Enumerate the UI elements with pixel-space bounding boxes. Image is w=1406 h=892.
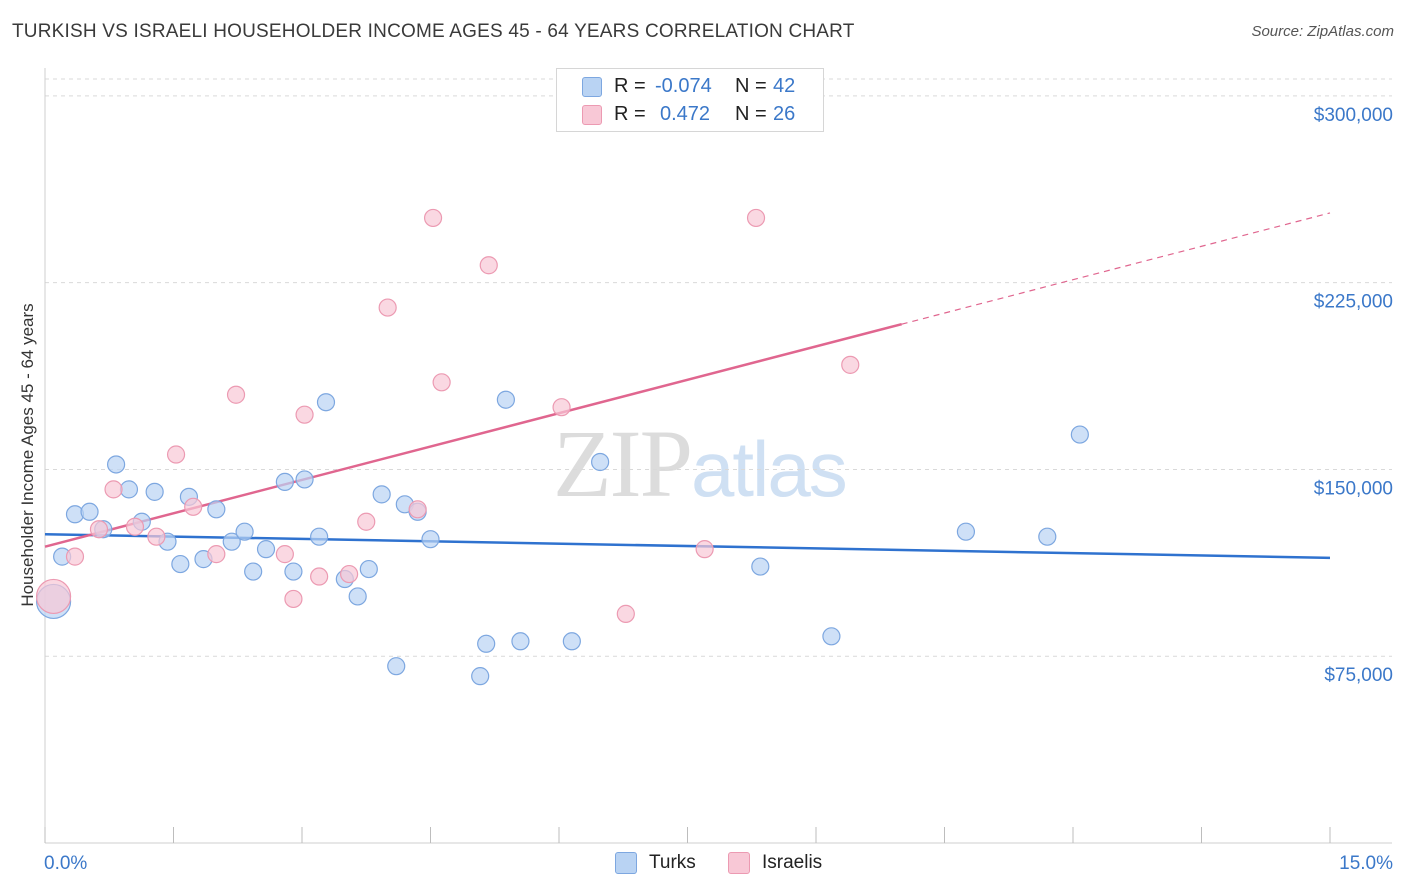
source-credit: Source: ZipAtlas.com: [1251, 23, 1394, 40]
turks-point: [359, 559, 378, 579]
israelis-point: [310, 567, 329, 586]
turks-point: [956, 522, 976, 541]
israelis-point: [207, 545, 226, 564]
turks-point: [256, 540, 276, 559]
israelis-point: [35, 578, 72, 615]
israelis-point: [746, 208, 766, 228]
israelis-point: [479, 256, 498, 275]
turks-point: [295, 470, 314, 489]
israelis-point: [841, 355, 860, 374]
turks-n-value: 42: [773, 74, 796, 97]
turks-point: [1070, 425, 1089, 444]
x-tick-label: 15.0%: [1339, 853, 1393, 874]
turks-point: [145, 482, 164, 501]
turks-point: [244, 562, 263, 581]
israelis-r-label: R =: [614, 102, 646, 125]
israelis-point: [695, 540, 714, 559]
israelis-point: [184, 497, 203, 516]
turks-r-value: -0.074: [655, 74, 712, 97]
israelis-point: [408, 500, 427, 519]
y-tick-label: $225,000: [1314, 292, 1393, 313]
israelis-n-label: N =: [735, 102, 767, 125]
israelis-point: [275, 545, 294, 564]
y-tick-label: $150,000: [1314, 478, 1393, 499]
turks-point: [107, 455, 126, 474]
turks-n-label: N =: [735, 74, 767, 97]
legend-item-turks: Turks: [615, 852, 696, 874]
turks-point: [1038, 527, 1057, 546]
turks-point: [511, 632, 530, 651]
turks-r-label: R =: [614, 74, 646, 97]
israelis-point: [357, 512, 376, 531]
israelis-trend-extension: [901, 212, 1331, 325]
turks-point: [171, 554, 190, 574]
legend-israelis-swatch: [728, 852, 750, 874]
israelis-r-value: 0.472: [660, 102, 711, 125]
turks-point: [222, 532, 241, 551]
israelis-swatch: [582, 105, 602, 125]
x-tick-label: 0.0%: [44, 853, 87, 874]
israelis-point: [423, 208, 443, 228]
israelis-point: [340, 564, 359, 584]
turks-point: [235, 522, 254, 541]
turks-point: [316, 393, 336, 412]
legend-turks-swatch: [615, 852, 637, 874]
israelis-point: [147, 527, 166, 546]
y-tick-label: $300,000: [1314, 105, 1393, 126]
turks-point: [591, 452, 610, 472]
israelis-point: [226, 385, 246, 404]
turks-point: [348, 587, 367, 606]
israelis-point: [378, 298, 397, 317]
legend-item-israelis: Israelis: [728, 852, 822, 874]
stats-box: R = -0.074 N = 42 R = 0.472 N = 26: [556, 68, 824, 132]
israelis-point: [552, 398, 571, 417]
turks-point: [284, 562, 303, 581]
israelis-point: [104, 480, 123, 499]
turks-point: [80, 502, 99, 521]
legend-israelis-label: Israelis: [762, 852, 823, 873]
turks-point: [477, 634, 496, 653]
watermark-zip: ZIP: [553, 410, 693, 517]
israelis-n-value: 26: [773, 102, 796, 125]
turks-point: [496, 390, 515, 409]
turks-trend-line: [44, 532, 1331, 560]
turks-point: [119, 480, 139, 499]
turks-point: [822, 627, 841, 646]
turks-point: [207, 500, 226, 519]
turks-point: [275, 472, 294, 492]
turks-point: [310, 527, 329, 546]
turks-point: [387, 657, 406, 676]
israelis-point: [284, 589, 303, 609]
israelis-point: [89, 520, 109, 539]
turks-point: [372, 485, 391, 504]
y-tick-label: $75,000: [1324, 665, 1393, 686]
israelis-point: [166, 445, 186, 464]
turks-point: [471, 667, 490, 686]
turks-point: [751, 557, 770, 576]
israelis-point: [125, 517, 145, 536]
chart-title: TURKISH VS ISRAELI HOUSEHOLDER INCOME AG…: [12, 21, 855, 42]
legend-turks-label: Turks: [649, 852, 696, 873]
israelis-point: [65, 547, 85, 566]
israelis-point: [616, 604, 635, 623]
israelis-trend-line: [44, 322, 902, 548]
turks-swatch: [582, 77, 602, 97]
israelis-point: [432, 373, 451, 392]
turks-point: [562, 632, 581, 651]
israelis-point: [295, 405, 314, 424]
turks-point: [421, 530, 440, 549]
